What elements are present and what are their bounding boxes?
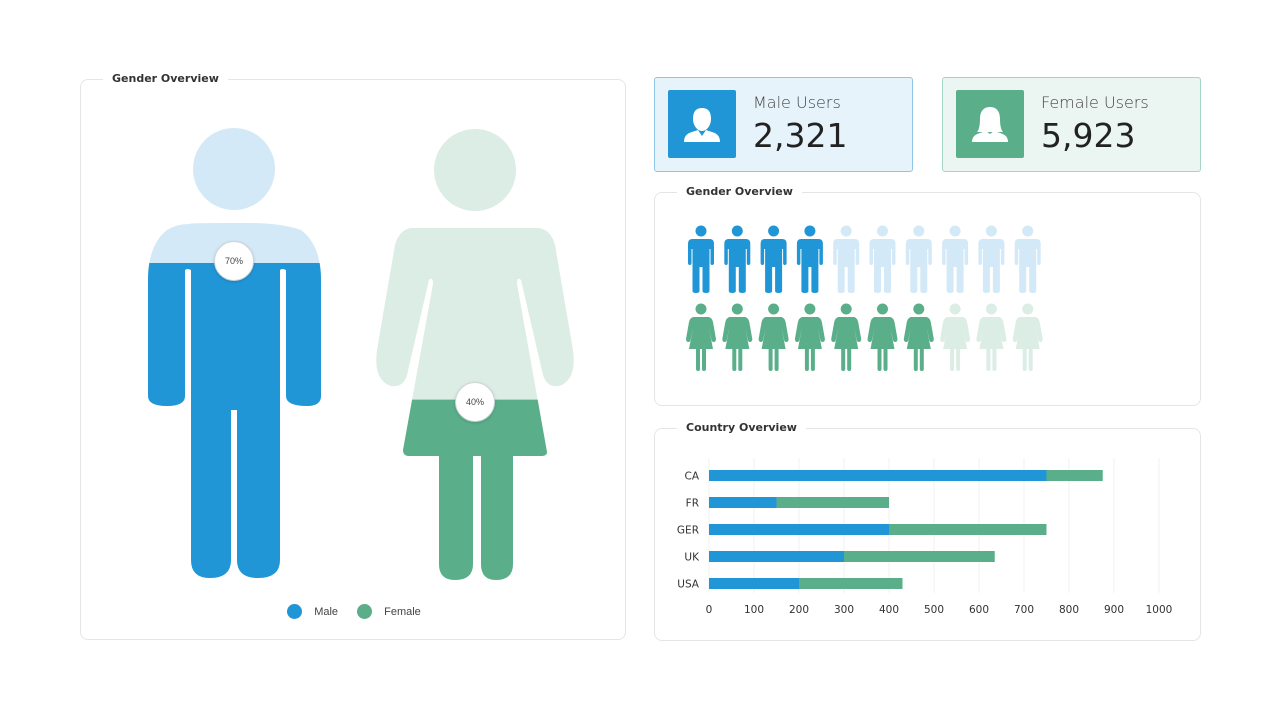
x-tick-label: 500 bbox=[924, 604, 944, 616]
female-users-card: Female Users 5,923 bbox=[942, 77, 1201, 172]
country-bar-chart: 0 100 200 300 400 500 600 700 800 900 1000 CA FR GER U… bbox=[677, 458, 1173, 616]
x-tick-label: 100 bbox=[744, 604, 764, 616]
bar-segment-female bbox=[1046, 470, 1103, 481]
x-tick-label: 900 bbox=[1104, 604, 1124, 616]
bar-segment-male bbox=[709, 524, 889, 535]
female-figure bbox=[376, 129, 574, 580]
gender-overview-panel: Gender Overview bbox=[80, 72, 627, 640]
gender-icon-panel-title: Gender Overview bbox=[677, 185, 802, 198]
bar-segment-male bbox=[709, 470, 1047, 481]
male-users-value: 2,321 bbox=[753, 116, 848, 155]
male-person-icon bbox=[760, 225, 787, 293]
male-user-icon bbox=[668, 90, 736, 158]
female-percentage-label: 40% bbox=[465, 397, 484, 407]
female-person-icon bbox=[722, 303, 753, 371]
male-person-icon bbox=[978, 225, 1005, 293]
x-tick-label: 0 bbox=[706, 604, 713, 616]
female-person-icon bbox=[831, 303, 862, 371]
bar-segment-female bbox=[889, 524, 1047, 535]
gender-icon-grid bbox=[686, 225, 1043, 371]
female-percentage-badge: 40% bbox=[455, 382, 495, 422]
male-person-icon bbox=[942, 225, 969, 293]
y-category-label: UK bbox=[684, 552, 700, 564]
y-category-label: CA bbox=[684, 471, 699, 483]
male-users-card: Male Users 2,321 bbox=[654, 77, 913, 172]
bar-segment-female bbox=[844, 551, 995, 562]
y-category-label: FR bbox=[686, 498, 699, 510]
male-person-icon bbox=[796, 225, 823, 293]
country-overview-title: Country Overview bbox=[677, 421, 806, 434]
bar-segment-male bbox=[709, 551, 844, 562]
female-person-icon bbox=[976, 303, 1007, 371]
x-tick-label: 300 bbox=[834, 604, 854, 616]
bar-segment-male bbox=[709, 497, 777, 508]
male-percentage-badge: 70% bbox=[214, 241, 254, 281]
legend-male-label: Male bbox=[314, 605, 339, 618]
female-user-icon bbox=[956, 90, 1024, 158]
male-users-label: Male Users bbox=[753, 93, 841, 112]
female-person-icon bbox=[867, 303, 898, 371]
male-person-icon bbox=[833, 225, 860, 293]
female-person-icon bbox=[903, 303, 934, 371]
male-person-icon bbox=[905, 225, 932, 293]
female-person-icon bbox=[686, 303, 716, 371]
legend-female-marker bbox=[357, 604, 373, 619]
legend-female-label: Female bbox=[384, 605, 421, 618]
gender-overview-title: Gender Overview bbox=[103, 72, 228, 85]
male-person-icon bbox=[869, 225, 896, 293]
bar-segment-male bbox=[709, 578, 799, 589]
gender-figures bbox=[148, 128, 574, 580]
x-tick-label: 600 bbox=[969, 604, 989, 616]
country-overview-panel: Country Overview 0 100 200 300 400 500 600 700 8… bbox=[654, 421, 1201, 641]
female-users-value: 5,923 bbox=[1041, 116, 1136, 155]
legend-item-male: Male bbox=[287, 604, 338, 619]
female-person-icon bbox=[758, 303, 789, 371]
bar-segment-female bbox=[799, 578, 903, 589]
gender-icon-panel: Gender Overview bbox=[654, 185, 1201, 406]
x-tick-label: 400 bbox=[879, 604, 899, 616]
male-person-icon bbox=[1014, 225, 1041, 293]
x-tick-label: 700 bbox=[1014, 604, 1034, 616]
gender-legend: Male Female bbox=[81, 604, 627, 622]
female-users-label: Female Users bbox=[1041, 93, 1149, 112]
legend-item-female: Female bbox=[357, 604, 421, 619]
bar-segment-female bbox=[776, 497, 889, 508]
x-tick-label: 1000 bbox=[1146, 604, 1173, 616]
y-category-label: GER bbox=[677, 525, 699, 537]
female-person-icon bbox=[794, 303, 825, 371]
legend-male-marker bbox=[287, 604, 303, 619]
female-person-icon bbox=[1012, 303, 1043, 371]
male-figure bbox=[148, 128, 321, 578]
y-category-label: USA bbox=[677, 579, 700, 591]
male-person-icon bbox=[724, 225, 751, 293]
x-tick-label: 200 bbox=[789, 604, 809, 616]
female-person-icon bbox=[940, 303, 971, 371]
male-person-icon bbox=[688, 225, 714, 293]
male-percentage-label: 70% bbox=[224, 256, 243, 266]
x-tick-label: 800 bbox=[1059, 604, 1079, 616]
